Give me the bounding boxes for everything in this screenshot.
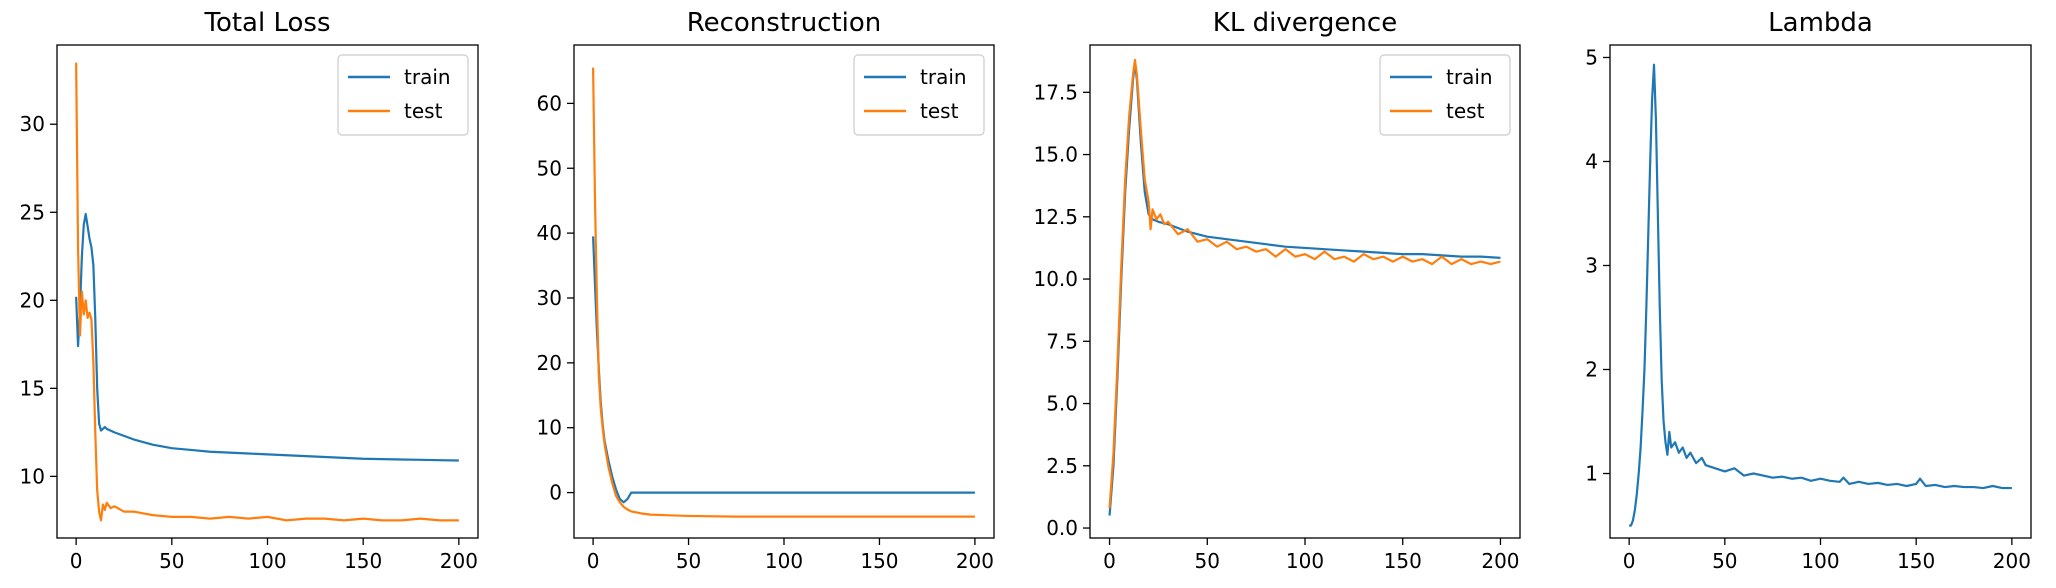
x-tick-label: 50	[676, 549, 701, 573]
x-tick-label: 100	[248, 549, 286, 573]
legend-box	[1379, 54, 1511, 136]
y-tick-label: 2.5	[1046, 454, 1078, 478]
legend-label-test: test	[404, 99, 443, 123]
legend-label-train: train	[404, 65, 451, 89]
y-tick-label: 60	[537, 91, 562, 115]
x-tick-label: 0	[70, 549, 83, 573]
series-line-test	[1108, 58, 1501, 509]
y-tick-label: 20	[20, 288, 45, 312]
y-tick-label: 4	[1585, 149, 1598, 173]
x-tick-label: 0	[1623, 549, 1636, 573]
x-tick-label: 200	[956, 549, 994, 573]
y-tick-label: 0.0	[1046, 516, 1078, 540]
legend-label-test: test	[1446, 99, 1485, 123]
legend-label-train: train	[920, 65, 967, 89]
x-tick-label: 150	[1384, 549, 1422, 573]
y-tick-label: 5	[1585, 45, 1598, 69]
legend: train test	[853, 54, 985, 136]
y-tick-label: 2	[1585, 358, 1598, 382]
x-tick-label: 150	[344, 549, 382, 573]
x-tick-label: 150	[860, 549, 898, 573]
y-tick-label: 17.5	[1033, 80, 1078, 104]
y-tick-label: 15	[20, 376, 45, 400]
chart-panel-3: KL divergence 0 50 100 150 200 0.0 2.5 5.0 7.5 10.…	[1033, 8, 1521, 573]
legend-label-train: train	[1446, 65, 1493, 89]
legend-box	[853, 54, 985, 136]
y-tick-label: 25	[20, 200, 45, 224]
x-tick-label: 200	[1993, 549, 2031, 573]
x-tick-label: 0	[1103, 549, 1116, 573]
legend: train test	[1379, 54, 1511, 136]
y-tick-label: 5.0	[1046, 392, 1078, 416]
y-tick-label: 30	[537, 286, 562, 310]
y-tick-label: 12.5	[1033, 205, 1078, 229]
plot-frame	[1609, 44, 2032, 539]
y-tick-label: 15.0	[1033, 143, 1078, 167]
series-line-test	[75, 62, 459, 522]
legend: train test	[337, 54, 469, 136]
y-tick-label: 30	[20, 112, 45, 136]
chart-title: Total Loss	[203, 8, 330, 38]
y-tick-label: 50	[537, 156, 562, 180]
chart-panel-4: Lambda 0 50 100 150 200 1 2 3 4 5	[1585, 8, 2032, 573]
series-line-train	[591, 236, 975, 504]
y-tick-label: 0	[549, 481, 562, 505]
x-tick-label: 100	[1286, 549, 1324, 573]
series-line-train	[75, 212, 459, 462]
chart-title: Lambda	[1768, 8, 1873, 38]
y-tick-label: 3	[1585, 253, 1598, 277]
legend-box	[337, 54, 469, 136]
x-tick-label: 50	[1195, 549, 1220, 573]
series-line-lambda	[1629, 63, 2012, 527]
chart-panel-1: Total Loss 0 50 100 150 200 10 15 20 25 30 train tes…	[20, 8, 479, 573]
legend-label-test: test	[920, 99, 959, 123]
series-line-test	[591, 67, 975, 518]
x-tick-label: 200	[1481, 549, 1519, 573]
x-tick-label: 100	[765, 549, 803, 573]
x-tick-label: 100	[1801, 549, 1839, 573]
x-tick-label: 200	[440, 549, 478, 573]
y-tick-label: 10	[20, 464, 45, 488]
y-tick-label: 40	[537, 221, 562, 245]
y-tick-label: 10	[537, 416, 562, 440]
chart-panel-2: Reconstruction 0 50 100 150 200 0 10 20 30 40 50 60 t…	[537, 8, 995, 573]
chart-title: KL divergence	[1213, 8, 1397, 38]
x-tick-label: 50	[159, 549, 184, 573]
x-tick-label: 0	[587, 549, 600, 573]
y-tick-label: 7.5	[1046, 329, 1078, 353]
x-tick-label: 150	[1897, 549, 1935, 573]
x-tick-label: 50	[1712, 549, 1737, 573]
chart-title: Reconstruction	[687, 8, 882, 38]
y-tick-label: 10.0	[1033, 267, 1078, 291]
y-tick-label: 20	[537, 351, 562, 375]
y-tick-label: 1	[1585, 462, 1598, 486]
